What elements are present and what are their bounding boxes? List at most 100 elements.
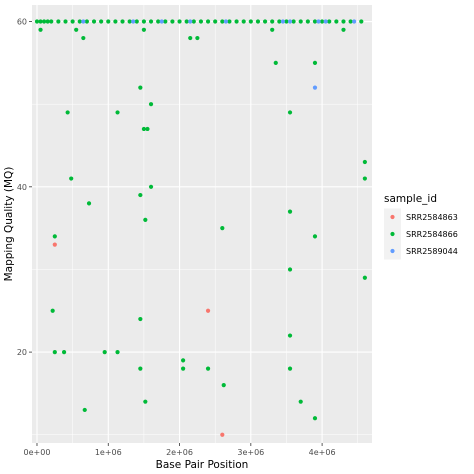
minor-gridlines (32, 5, 372, 443)
y-axis-title: Mapping Quality (MQ) (3, 167, 15, 282)
data-point (148, 184, 154, 189)
data-point (52, 234, 57, 239)
data-point (227, 19, 232, 24)
legend-label: SRR2584866 (406, 230, 458, 239)
data-point (305, 19, 310, 24)
data-point (298, 19, 303, 24)
x-tick-label: 2e+06 (166, 448, 193, 457)
data-point (102, 349, 107, 355)
data-point (52, 242, 57, 247)
data-point (241, 19, 246, 24)
data-point (65, 110, 70, 115)
x-tick-label: 3e+06 (237, 448, 264, 457)
data-point (141, 19, 147, 24)
data-point (127, 19, 132, 24)
data-point (70, 19, 75, 24)
data-point (38, 19, 43, 24)
data-point (141, 126, 147, 132)
data-point (334, 19, 339, 24)
data-point (213, 19, 218, 24)
data-point (138, 85, 143, 90)
data-point (362, 159, 367, 165)
data-point (34, 19, 40, 24)
x-axis-ticks: 0e+00 1e+06 2e+06 3e+06 4e+06 (24, 443, 336, 457)
data-point (362, 176, 367, 181)
data-point (223, 19, 228, 24)
data-point (61, 349, 67, 355)
data-point (115, 349, 120, 355)
data-point (141, 27, 147, 32)
data-point (341, 19, 346, 24)
data-point (148, 19, 154, 24)
data-point (323, 19, 328, 24)
x-tick-label: 1e+06 (95, 448, 122, 457)
x-axis-title: Base Pair Position (156, 459, 249, 471)
data-point (198, 19, 204, 24)
legend: sample_id SRR2584863 SRR2584866 SRR2589044 (384, 193, 458, 260)
data-point (341, 27, 346, 32)
data-point (49, 19, 54, 24)
data-point (42, 19, 47, 24)
data-point (45, 19, 50, 24)
data-point (312, 19, 318, 24)
data-point (181, 358, 186, 363)
data-point (159, 19, 164, 24)
data-point (234, 19, 239, 24)
data-point (163, 19, 168, 24)
data-point (320, 19, 325, 24)
legend-label: SRR2584863 (406, 213, 458, 222)
data-point (191, 19, 196, 24)
data-point (52, 349, 57, 355)
data-point (143, 217, 148, 222)
data-point (138, 316, 143, 322)
data-point (188, 19, 193, 24)
data-point (205, 366, 211, 371)
data-point (195, 35, 200, 41)
data-point (287, 19, 293, 24)
data-point (248, 19, 253, 24)
data-point (287, 110, 293, 115)
data-point (138, 192, 143, 198)
data-point (262, 19, 268, 24)
data-point (205, 308, 211, 313)
data-point (188, 35, 193, 41)
legend-label: SRR2589044 (406, 247, 458, 256)
data-point (287, 267, 293, 272)
x-tick-label: 0e+00 (24, 448, 51, 457)
data-point (113, 19, 118, 24)
data-point (82, 407, 87, 413)
data-point (63, 19, 68, 24)
data-point (134, 19, 139, 24)
legend-key-point (390, 214, 395, 220)
data-point (106, 19, 111, 24)
x-tick-label: 4e+06 (309, 448, 336, 457)
data-point (255, 19, 261, 24)
legend-key-point (390, 248, 395, 254)
y-tick-label: 40 (17, 183, 27, 192)
data-point (291, 19, 296, 24)
data-point (145, 126, 150, 132)
data-point (81, 35, 86, 41)
data-point (56, 19, 61, 24)
plot-panel (32, 5, 372, 443)
data-point (348, 19, 353, 24)
data-point (270, 27, 275, 32)
data-point (74, 27, 79, 32)
data-point (115, 110, 120, 115)
data-point (284, 19, 289, 24)
y-tick-label: 60 (17, 18, 27, 27)
data-point (120, 19, 125, 24)
data-point (148, 102, 154, 107)
data-point (77, 19, 82, 24)
data-point (362, 275, 367, 280)
data-point (86, 201, 92, 206)
data-point (312, 60, 318, 65)
data-point (312, 416, 318, 421)
data-point (205, 19, 211, 24)
data-point (138, 366, 143, 371)
data-point (220, 19, 225, 24)
major-gridlines (32, 5, 372, 443)
data-point (69, 176, 74, 181)
data-point (273, 60, 278, 65)
data-point (312, 234, 318, 239)
